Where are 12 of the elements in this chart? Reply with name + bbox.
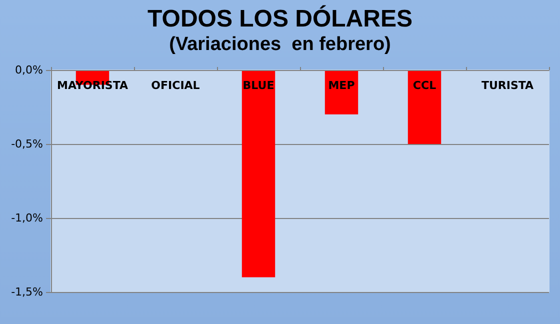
y-tick-label: -1,5% [11, 286, 43, 298]
y-tick-label: 0,0% [15, 64, 43, 76]
x-tick-label: OFICIAL [151, 79, 200, 92]
x-tick-label: CCL [412, 79, 436, 92]
x-tick-label: BLUE [242, 79, 274, 92]
y-tick-label: -0,5% [11, 138, 43, 150]
y-tick-label: -1,0% [11, 212, 43, 224]
x-tick-label: MAYORISTA [57, 79, 128, 92]
x-tick-label: TURISTA [481, 79, 534, 92]
x-tick-label: MEP [328, 79, 355, 92]
chart-subtitle: (Variaciones en febrero) [169, 34, 391, 55]
chart-title: TODOS LOS DÓLARES [148, 4, 412, 32]
